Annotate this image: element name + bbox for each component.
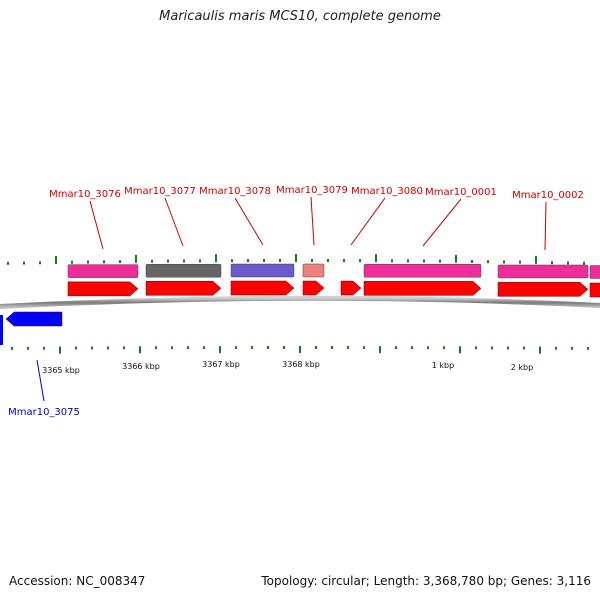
feature-block xyxy=(497,264,589,279)
gene-labels: Mmar10_3076 Mmar10_3077 Mmar10_3078 Mmar10_… xyxy=(8,185,584,418)
label-leaders xyxy=(36,196,547,402)
label-leader-line xyxy=(544,201,547,251)
cds-arrow xyxy=(302,280,325,296)
cds-arrow xyxy=(589,282,600,298)
label-leader-line xyxy=(89,200,104,250)
tick-track-top xyxy=(7,254,585,265)
label-leader-line xyxy=(36,359,45,402)
scale-labels: 3365 kbp 3366 kbp 3367 kbp 3368 kbp 1 kbp 2 k… xyxy=(42,360,533,375)
gene-label: Mmar10_3077 xyxy=(124,186,196,197)
label-leader-line xyxy=(164,197,184,247)
accession-text: Accession: NC_008347 xyxy=(9,574,146,588)
scale-label: 3368 kbp xyxy=(282,360,320,369)
cds-arrow xyxy=(340,280,362,296)
gene-label: Mmar10_3076 xyxy=(49,189,121,200)
cds-arrow xyxy=(5,311,63,327)
label-leader-line xyxy=(422,198,462,247)
gene-label: Mmar10_0001 xyxy=(425,187,497,198)
scale-label: 3366 kbp xyxy=(122,362,160,371)
scale-label: 2 kbp xyxy=(511,363,533,372)
genome-backbone xyxy=(0,295,600,309)
cds-arrow xyxy=(67,281,139,297)
gene-label: Mmar10_3078 xyxy=(199,186,271,197)
gene-label: Mmar10_3080 xyxy=(351,186,423,197)
label-leader-line xyxy=(310,196,315,246)
scale-label: 3367 kbp xyxy=(202,360,240,369)
cds-track xyxy=(0,280,600,345)
cds-arrow xyxy=(230,280,295,296)
feature-track xyxy=(67,263,600,279)
scale-label: 1 kbp xyxy=(432,361,454,370)
feature-block xyxy=(67,264,139,278)
gene-label: Mmar10_3079 xyxy=(276,185,348,196)
tick-track-bottom xyxy=(11,346,589,354)
cds-arrow xyxy=(0,315,3,345)
feature-block xyxy=(363,264,482,278)
cds-arrow xyxy=(363,281,482,296)
gene-label: Mmar10_0002 xyxy=(512,190,584,201)
feature-block xyxy=(302,263,325,278)
label-leader-line xyxy=(234,197,264,246)
map-title: Maricaulis maris MCS10, complete genome xyxy=(159,9,441,24)
label-leader-line xyxy=(350,197,386,246)
gene-label: Mmar10_3075 xyxy=(8,407,80,418)
feature-block xyxy=(230,263,295,278)
feature-block xyxy=(589,265,600,279)
cds-arrow xyxy=(497,282,589,297)
feature-block xyxy=(145,263,222,278)
topology-text: Topology: circular; Length: 3,368,780 bp… xyxy=(261,574,591,588)
scale-label: 3365 kbp xyxy=(42,366,80,375)
cds-arrow xyxy=(145,281,222,296)
